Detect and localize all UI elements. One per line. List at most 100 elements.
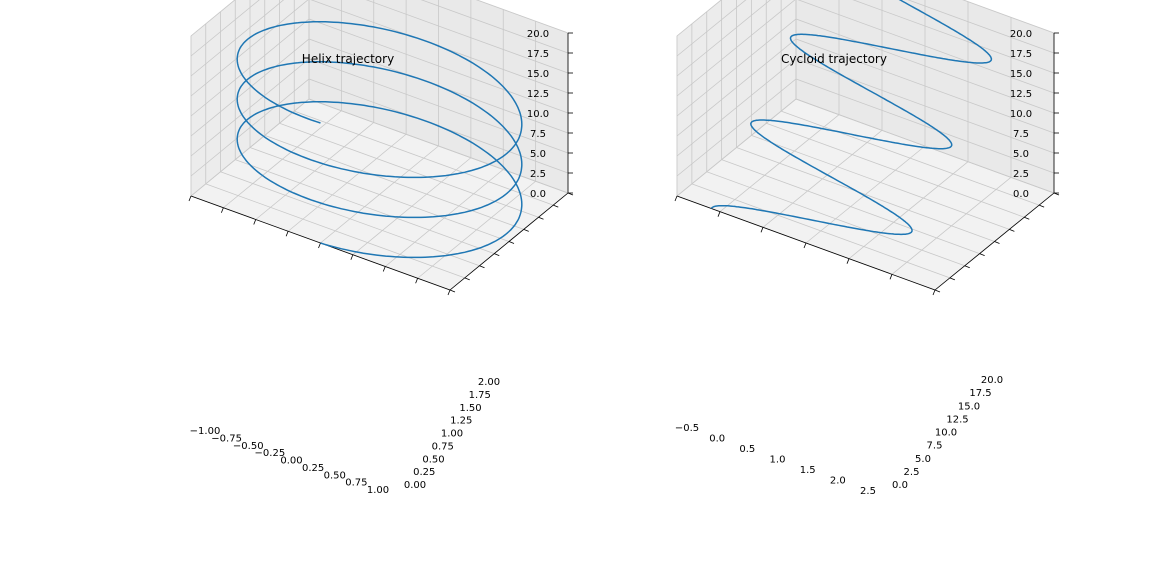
cycloid-wall-gridline-z <box>676 0 1055 77</box>
cycloid-y-tick-label: 7.5 <box>927 441 943 452</box>
cycloid-floor-gridline-y <box>780 110 1040 206</box>
helix-wall-gridline-z <box>190 58 569 157</box>
cycloid-trajectory-line <box>710 0 993 236</box>
helix-wall-gridline-z <box>190 38 569 137</box>
helix-y-tick <box>508 241 515 244</box>
cycloid-wall-gridline-z <box>676 0 1055 57</box>
helix-z-tick-label: 12.5 <box>527 89 549 100</box>
cycloid-floor-gridline-y <box>736 147 995 242</box>
cycloid-chart-title: Cycloid trajectory <box>781 52 887 66</box>
cycloid-wall-gridline-z <box>676 18 1055 117</box>
cycloid-y-tick <box>1038 204 1045 208</box>
helix-x-tick <box>447 289 451 296</box>
helix-chart: −1.00−0.75−0.50−0.250.000.250.500.751.00… <box>188 0 574 496</box>
helix-y-tick-label: 2.00 <box>478 377 500 388</box>
helix-y-tick <box>479 265 485 269</box>
cycloid-wall-gridline-z <box>676 98 1055 197</box>
helix-z-tick-label: 17.5 <box>527 49 549 60</box>
cycloid-series <box>710 0 993 236</box>
cycloid-z-tick-label: 5.0 <box>1013 149 1029 160</box>
cycloid-x-tick <box>674 195 678 202</box>
cycloid-x-tick <box>889 274 893 280</box>
helix-y-tick <box>538 216 544 220</box>
helix-x-tick-label: 0.75 <box>345 478 367 489</box>
helix-chart-title: Helix trajectory <box>302 52 394 66</box>
helix-series <box>236 21 523 259</box>
helix-floor-gridline-y <box>205 183 465 279</box>
helix-x-tick <box>415 278 418 284</box>
cycloid-x-tick-label: 2.0 <box>830 476 846 487</box>
cycloid-x-tick-label: 1.5 <box>800 465 816 476</box>
helix-x-tick <box>221 207 224 213</box>
cycloid-z-tick-label: 2.5 <box>1013 169 1029 180</box>
cycloid-y-tick-label: 15.0 <box>958 401 980 412</box>
helix-y-tick-label: 0.75 <box>432 441 454 452</box>
cycloid-x-tick <box>717 211 721 217</box>
helix-x-tick-label: 0.00 <box>280 456 302 467</box>
cycloid-y-tick <box>934 289 941 293</box>
cycloid-y-tick-label: 12.5 <box>946 414 968 425</box>
cycloid-x-tick <box>932 289 936 296</box>
cycloid-z-tick-label: 17.5 <box>1010 49 1032 60</box>
cycloid-wall-gridline-z <box>676 58 1055 157</box>
helix-x-tick-label: 0.25 <box>302 463 324 474</box>
helix-y-tick <box>449 289 456 293</box>
helix-wall-gridline-z <box>190 0 569 77</box>
helix-wall-gridline-z <box>190 18 569 117</box>
cycloid-z-tick-label: 0.0 <box>1013 189 1029 200</box>
cycloid-x-tick <box>846 258 850 264</box>
helix-x-tick <box>350 254 354 260</box>
helix-trajectory-line <box>236 21 523 259</box>
cycloid-x-tick-label: 0.0 <box>709 434 725 445</box>
helix-x-tick <box>382 266 386 272</box>
helix-x-tick <box>285 231 289 237</box>
cycloid-x-tick-label: 1.0 <box>770 455 786 466</box>
helix-z-tick-label: 2.5 <box>530 169 546 180</box>
helix-x-tick <box>318 242 321 249</box>
cycloid-x-tick <box>760 227 764 233</box>
cycloid-x-tick-label: 0.5 <box>739 444 755 455</box>
helix-y-tick-label: 0.25 <box>413 467 435 478</box>
helix-z-tick-label: 0.0 <box>530 189 546 200</box>
cycloid-y-tick <box>1024 216 1030 220</box>
helix-x-tick-label: 1.00 <box>367 485 389 496</box>
cycloid-floor-gridline-y <box>706 171 965 267</box>
helix-y-tick <box>464 277 470 281</box>
helix-wall-gridline-z <box>190 0 569 97</box>
cycloid-z-tick-label: 7.5 <box>1013 129 1029 140</box>
cycloid-y-tick <box>1009 229 1015 232</box>
cycloid-floor-gridline-y <box>766 122 1025 218</box>
helix-x-tick-label: −1.00 <box>190 426 221 437</box>
cycloid-y-tick-label: 5.0 <box>915 454 931 465</box>
cycloid-chart: −0.5 0.0 0.5 1.0 1.5 2.0 2.5 0.0 2.5 5.0 7.5 10.0 12… <box>674 0 1060 497</box>
cycloid-z-tick-label: 12.5 <box>1010 89 1032 100</box>
helix-floor-gridline-y <box>264 134 524 230</box>
cycloid-tick-labels: −0.5 0.0 0.5 1.0 1.5 2.0 2.5 0.0 2.5 5.0 7.5 10.0 12… <box>675 29 1032 497</box>
helix-z-tick-label: 10.0 <box>527 109 549 120</box>
helix-floor-gridline-y <box>249 147 510 242</box>
helix-y-tick-label: 1.00 <box>441 429 463 440</box>
cycloid-y-tick <box>979 253 985 256</box>
helix-z-tick-label: 5.0 <box>530 149 546 160</box>
cycloid-wall-gridline-z <box>676 38 1055 137</box>
helix-y-tick <box>523 229 529 232</box>
helix-wall-gridline-z <box>190 0 569 57</box>
helix-y-tick-label: 0.50 <box>422 454 444 465</box>
cycloid-floor-gridline-y <box>691 183 951 279</box>
cycloid-wall-gridline-z <box>676 0 1055 37</box>
cycloid-floor-gridline-y <box>721 159 980 255</box>
helix-floor-gridline-y <box>235 159 495 255</box>
cycloid-wall-gridline-z <box>676 78 1055 177</box>
cycloid-y-tick <box>964 265 970 269</box>
helix-y-tick-label: 0.00 <box>404 480 426 491</box>
cycloid-y-tick <box>994 241 1000 244</box>
helix-y-tick <box>553 204 559 208</box>
cycloid-z-tick-label: 20.0 <box>1010 29 1032 40</box>
cycloid-x-tick <box>803 242 807 249</box>
helix-x-tick-label: −0.75 <box>211 433 242 444</box>
helix-wall-gridline-z <box>190 78 569 177</box>
helix-z-tick-label: 20.0 <box>527 29 549 40</box>
cycloid-y-tick-label: 2.5 <box>904 467 920 478</box>
cycloid-y-tick-label: 0.0 <box>892 480 908 491</box>
